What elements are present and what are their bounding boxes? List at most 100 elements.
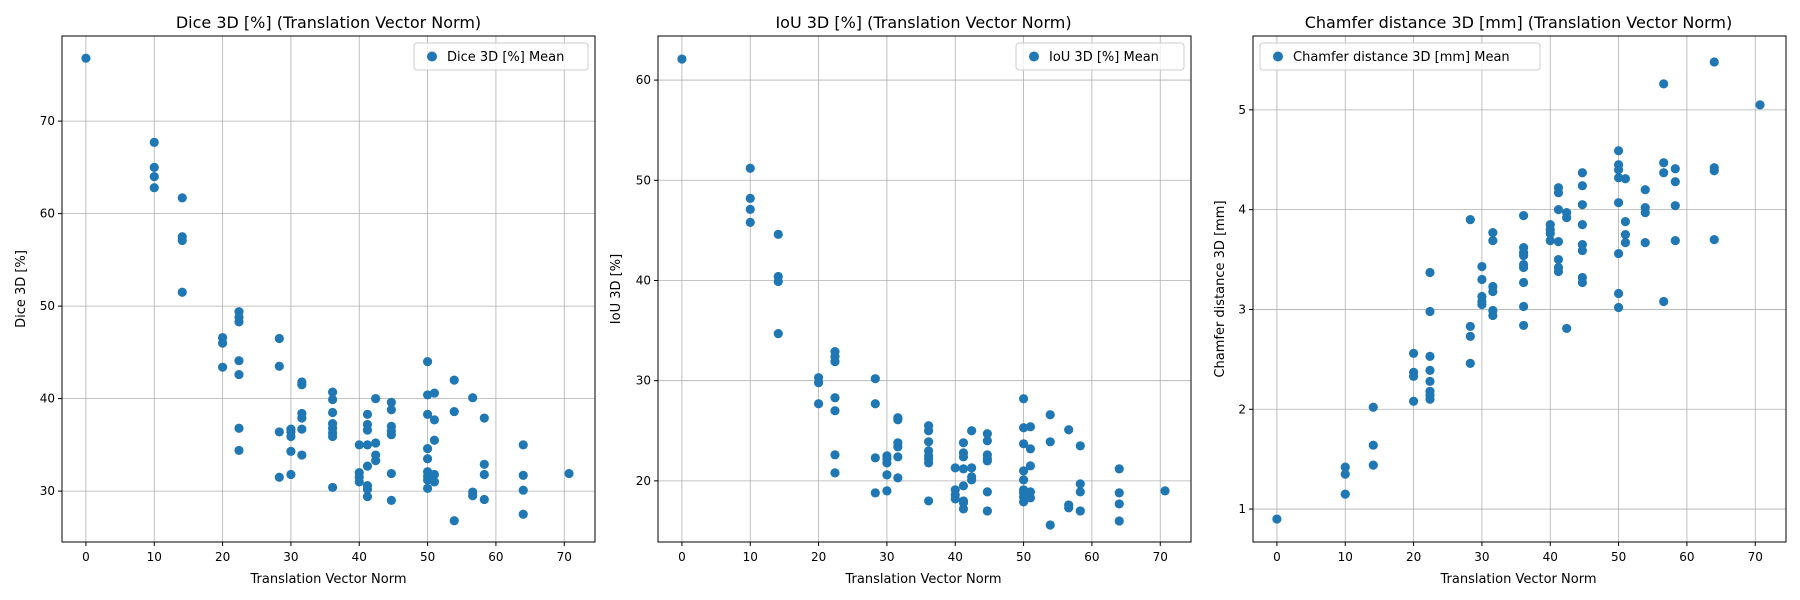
data-point [1465,331,1475,342]
legend: Chamfer distance 3D [mm] Mean [1259,42,1541,71]
data-point [1045,520,1055,530]
data-point [1545,235,1555,246]
data-point [677,54,687,64]
data-point [1075,487,1085,497]
data-point [1620,217,1631,227]
data-point [1519,320,1529,331]
data-point [1577,200,1587,210]
data-point [1064,425,1074,435]
x-tick-label: 60 [1084,550,1099,564]
x-tick-label: 40 [1543,550,1558,564]
data-point [468,393,478,403]
y-tick-label: 50 [636,173,651,187]
data-point [1340,469,1350,479]
data-point [1553,266,1564,277]
data-point [1425,351,1435,361]
data-point [1613,302,1624,313]
x-axis-label: Translation Vector Norm [250,572,407,587]
data-point [1488,310,1498,321]
data-point [1425,267,1435,278]
data-point [386,430,396,440]
data-point [967,426,977,436]
x-tick-label: 0 [82,550,90,564]
data-point [1018,475,1029,485]
data-point [1075,441,1085,451]
data-point [870,399,880,409]
data-point [950,494,960,504]
data-point [958,452,969,462]
data-point [1613,173,1624,183]
data-point [982,429,992,439]
x-tick-label: 50 [420,550,435,564]
plot-area: 0 10 20 30 40 50 60 70 20 30 40 50 60 [636,35,1192,564]
data-point [1045,437,1055,447]
data-point [1670,201,1680,211]
data-point [1519,250,1529,261]
data-point [518,485,528,495]
legend-marker [1273,51,1283,62]
x-tick-label: 70 [557,550,572,564]
data-point [479,459,489,469]
data-point [1519,211,1529,221]
data-point [1659,168,1669,178]
data-point [1659,158,1669,168]
data-point [1045,410,1055,420]
data-point [1465,358,1475,368]
data-point [1553,254,1564,265]
data-point [1670,235,1680,246]
data-point [958,481,969,491]
data-point [1613,248,1624,259]
data-point [1613,198,1624,208]
data-point [234,445,244,456]
legend: Dice 3D [%] Mean [413,42,589,71]
data-point [1368,440,1378,450]
data-point [362,409,373,419]
data-point [371,455,381,466]
data-point [518,509,528,519]
plot-area: 0 10 20 30 40 50 60 70 30 40 50 60 70 [40,35,596,564]
data-point [1577,245,1587,256]
data-point [1519,277,1529,288]
data-point [1018,439,1029,449]
data-point [893,452,903,462]
data-point [924,496,934,506]
chart-title: Chamfer distance 3D [mm] (Translation Ve… [1305,13,1733,32]
data-point [274,472,284,482]
data-point [1368,460,1378,470]
data-point [1408,371,1419,381]
data-point [870,374,880,384]
data-point [924,458,934,468]
data-point [354,477,364,487]
data-point [958,464,969,474]
data-point [1465,215,1475,225]
data-point [967,475,977,485]
data-point [297,450,307,460]
data-point [429,469,440,480]
subplot-dice: Dice 3D [%] (Translation Vector Norm) 0 1… [14,13,596,587]
data-point [422,357,433,367]
data-point [773,328,783,339]
y-tick-label: 50 [40,299,55,313]
data-point [362,492,373,502]
data-point [1670,164,1680,174]
data-point [1340,462,1350,472]
data-point [1640,208,1650,218]
y-tick-label: 60 [636,73,651,87]
x-axis-label: Translation Vector Norm [845,572,1002,587]
data-point [386,468,396,479]
legend-frame [1259,42,1541,71]
data-point [1545,229,1555,239]
x-tick-label: 70 [1153,550,1168,564]
data-point [217,362,228,372]
data-point [1368,402,1378,412]
data-point [479,469,489,480]
data-point [813,378,824,388]
data-point [371,438,381,448]
data-point [1755,100,1765,110]
chart-title: IoU 3D [%] (Translation Vector Norm) [775,13,1071,32]
x-axis-label: Translation Vector Norm [1440,572,1597,587]
data-point [1620,174,1631,184]
data-point [1670,177,1680,187]
data-point [830,357,840,367]
axes-frame [61,35,596,543]
